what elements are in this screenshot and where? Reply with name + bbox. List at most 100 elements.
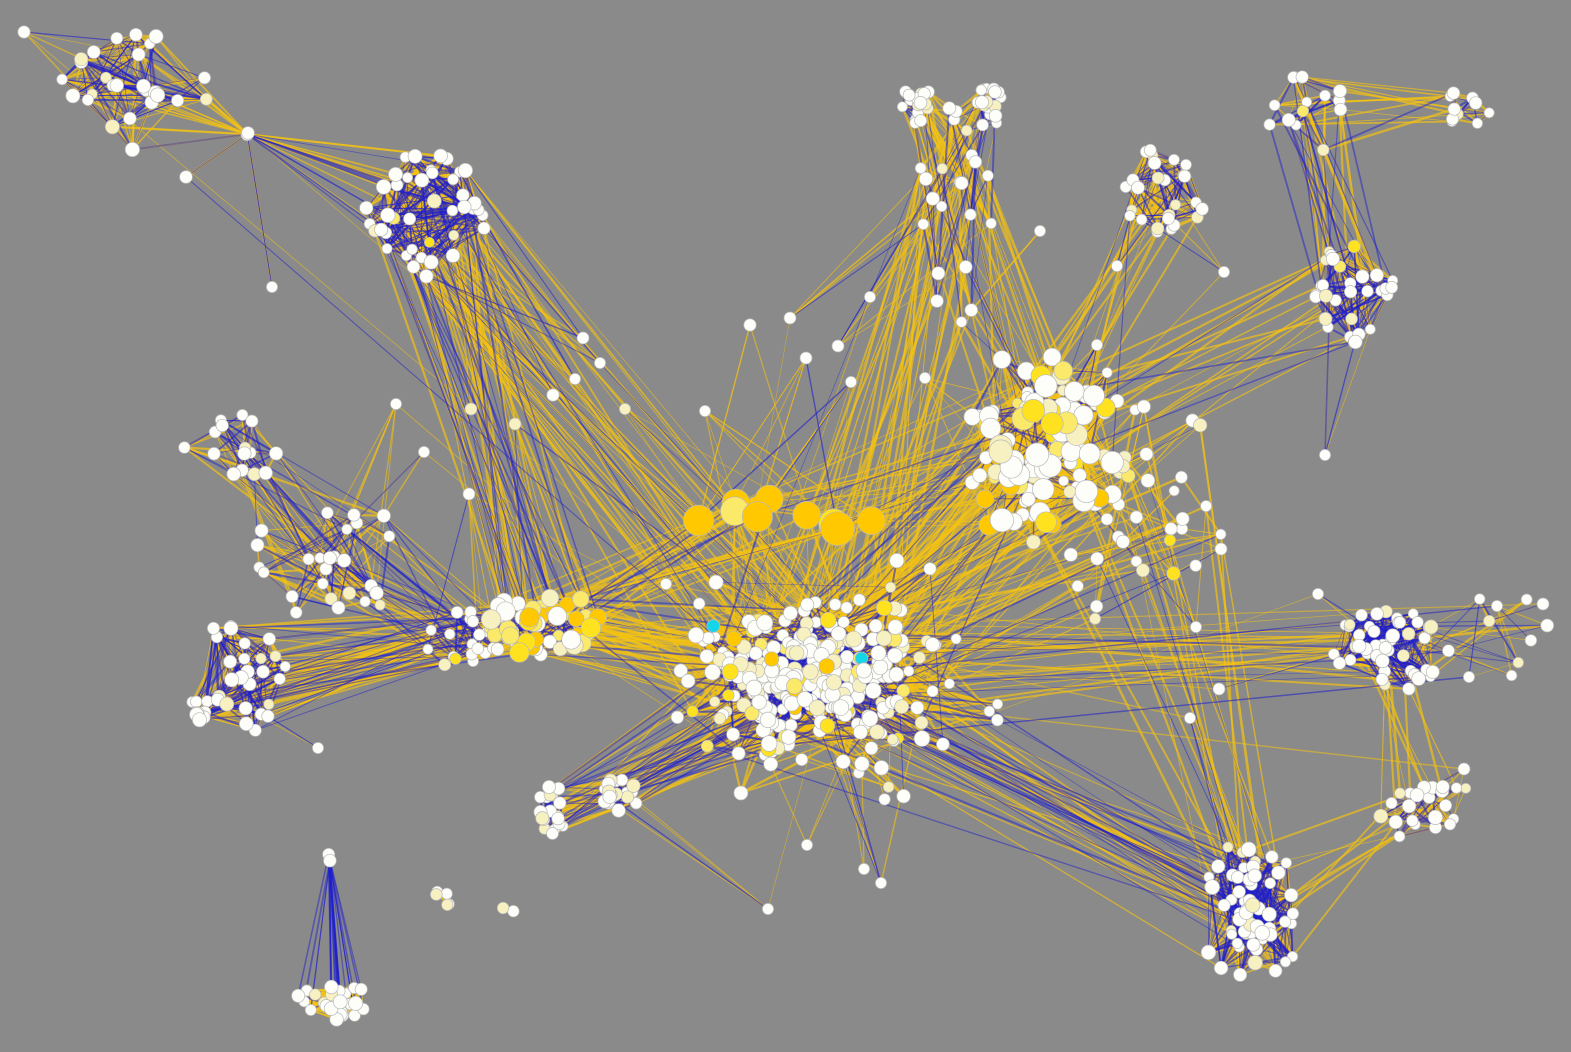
graph-node[interactable] bbox=[1058, 475, 1069, 487]
graph-node[interactable] bbox=[1443, 818, 1457, 831]
graph-node[interactable] bbox=[704, 663, 721, 681]
graph-node[interactable] bbox=[1190, 621, 1202, 633]
graph-node[interactable] bbox=[309, 988, 322, 1001]
graph-node[interactable] bbox=[1471, 117, 1483, 129]
graph-node[interactable] bbox=[1215, 528, 1227, 540]
graph-node[interactable] bbox=[1271, 865, 1286, 880]
graph-node[interactable] bbox=[129, 27, 143, 42]
graph-node[interactable] bbox=[1483, 107, 1495, 119]
graph-node[interactable] bbox=[931, 266, 946, 281]
graph-node[interactable] bbox=[725, 630, 742, 647]
graph-node[interactable] bbox=[1393, 830, 1406, 843]
node-layer[interactable] bbox=[17, 25, 1555, 1027]
graph-node[interactable] bbox=[238, 701, 253, 716]
graph-node[interactable] bbox=[471, 642, 485, 655]
graph-node[interactable] bbox=[1169, 199, 1182, 211]
graph-node[interactable] bbox=[913, 730, 931, 747]
graph-node[interactable] bbox=[870, 645, 887, 662]
graph-node[interactable] bbox=[882, 781, 895, 793]
graph-node[interactable] bbox=[925, 191, 940, 206]
graph-node[interactable] bbox=[508, 417, 522, 431]
graph-node[interactable] bbox=[1369, 268, 1384, 283]
graph-node[interactable] bbox=[1402, 627, 1416, 641]
graph-node[interactable] bbox=[551, 811, 565, 826]
graph-node[interactable] bbox=[1035, 511, 1057, 533]
graph-node[interactable] bbox=[540, 588, 560, 608]
graph-node[interactable] bbox=[808, 699, 826, 717]
graph-node[interactable] bbox=[602, 789, 617, 804]
graph-node[interactable] bbox=[198, 71, 211, 85]
graph-node[interactable] bbox=[1312, 588, 1324, 600]
graph-node[interactable] bbox=[936, 163, 948, 175]
graph-node[interactable] bbox=[992, 698, 1004, 710]
graph-node[interactable] bbox=[1200, 944, 1217, 961]
graph-node[interactable] bbox=[1178, 169, 1192, 183]
graph-node[interactable] bbox=[975, 489, 995, 509]
graph-node[interactable] bbox=[896, 789, 911, 804]
graph-node[interactable] bbox=[1442, 644, 1455, 658]
graph-node[interactable] bbox=[736, 639, 752, 655]
graph-node[interactable] bbox=[390, 398, 402, 410]
graph-node[interactable] bbox=[457, 199, 472, 215]
graph-node[interactable] bbox=[462, 487, 476, 501]
graph-node[interactable] bbox=[1254, 925, 1271, 941]
graph-node[interactable] bbox=[864, 291, 876, 303]
graph-node[interactable] bbox=[223, 620, 239, 636]
graph-node[interactable] bbox=[1034, 374, 1058, 398]
graph-node[interactable] bbox=[1418, 631, 1431, 645]
graph-node[interactable] bbox=[561, 629, 582, 650]
graph-node[interactable] bbox=[745, 679, 763, 697]
graph-node[interactable] bbox=[324, 592, 338, 606]
graph-node[interactable] bbox=[241, 126, 255, 140]
graph-node[interactable] bbox=[861, 710, 879, 727]
graph-node[interactable] bbox=[322, 551, 337, 565]
graph-node[interactable] bbox=[926, 685, 939, 698]
graph-node[interactable] bbox=[1286, 907, 1300, 920]
graph-node[interactable] bbox=[1333, 102, 1348, 117]
graph-node[interactable] bbox=[964, 208, 977, 221]
graph-node[interactable] bbox=[1319, 89, 1331, 102]
graph-node[interactable] bbox=[887, 647, 903, 664]
graph-node[interactable] bbox=[854, 756, 870, 772]
graph-node[interactable] bbox=[885, 581, 897, 593]
graph-node[interactable] bbox=[375, 179, 392, 195]
graph-node[interactable] bbox=[199, 92, 213, 106]
graph-node[interactable] bbox=[178, 441, 191, 454]
graph-node[interactable] bbox=[1536, 597, 1550, 611]
graph-node[interactable] bbox=[699, 649, 715, 664]
graph-node[interactable] bbox=[1140, 473, 1156, 488]
graph-node[interactable] bbox=[456, 188, 470, 202]
graph-node[interactable] bbox=[1284, 888, 1299, 903]
graph-node[interactable] bbox=[1211, 859, 1226, 874]
graph-node[interactable] bbox=[743, 318, 757, 332]
graph-node[interactable] bbox=[918, 171, 933, 186]
graph-node[interactable] bbox=[1246, 937, 1261, 952]
graph-node[interactable] bbox=[403, 212, 417, 226]
graph-node[interactable] bbox=[869, 724, 885, 740]
graph-node[interactable] bbox=[925, 637, 940, 653]
graph-node[interactable] bbox=[1100, 512, 1114, 526]
graph-node[interactable] bbox=[1232, 885, 1246, 899]
graph-node[interactable] bbox=[316, 577, 329, 590]
graph-node[interactable] bbox=[383, 530, 396, 543]
graph-node[interactable] bbox=[580, 617, 602, 638]
graph-node[interactable] bbox=[1064, 381, 1085, 402]
graph-node[interactable] bbox=[323, 853, 337, 868]
graph-node[interactable] bbox=[480, 609, 502, 630]
graph-node[interactable] bbox=[1082, 384, 1105, 407]
graph-node[interactable] bbox=[569, 373, 581, 385]
graph-node[interactable] bbox=[261, 709, 275, 723]
graph-node[interactable] bbox=[913, 651, 926, 664]
graph-node[interactable] bbox=[1034, 225, 1046, 237]
graph-node[interactable] bbox=[1226, 928, 1238, 940]
graph-node[interactable] bbox=[1175, 511, 1190, 526]
graph-node[interactable] bbox=[903, 665, 915, 677]
graph-node[interactable] bbox=[876, 630, 892, 647]
graph-node[interactable] bbox=[887, 619, 904, 635]
graph-node[interactable] bbox=[1397, 649, 1410, 662]
graph-node[interactable] bbox=[886, 733, 899, 746]
graph-node[interactable] bbox=[1345, 312, 1358, 326]
graph-node[interactable] bbox=[1427, 809, 1443, 825]
graph-node[interactable] bbox=[1450, 782, 1463, 794]
graph-node[interactable] bbox=[255, 652, 267, 665]
